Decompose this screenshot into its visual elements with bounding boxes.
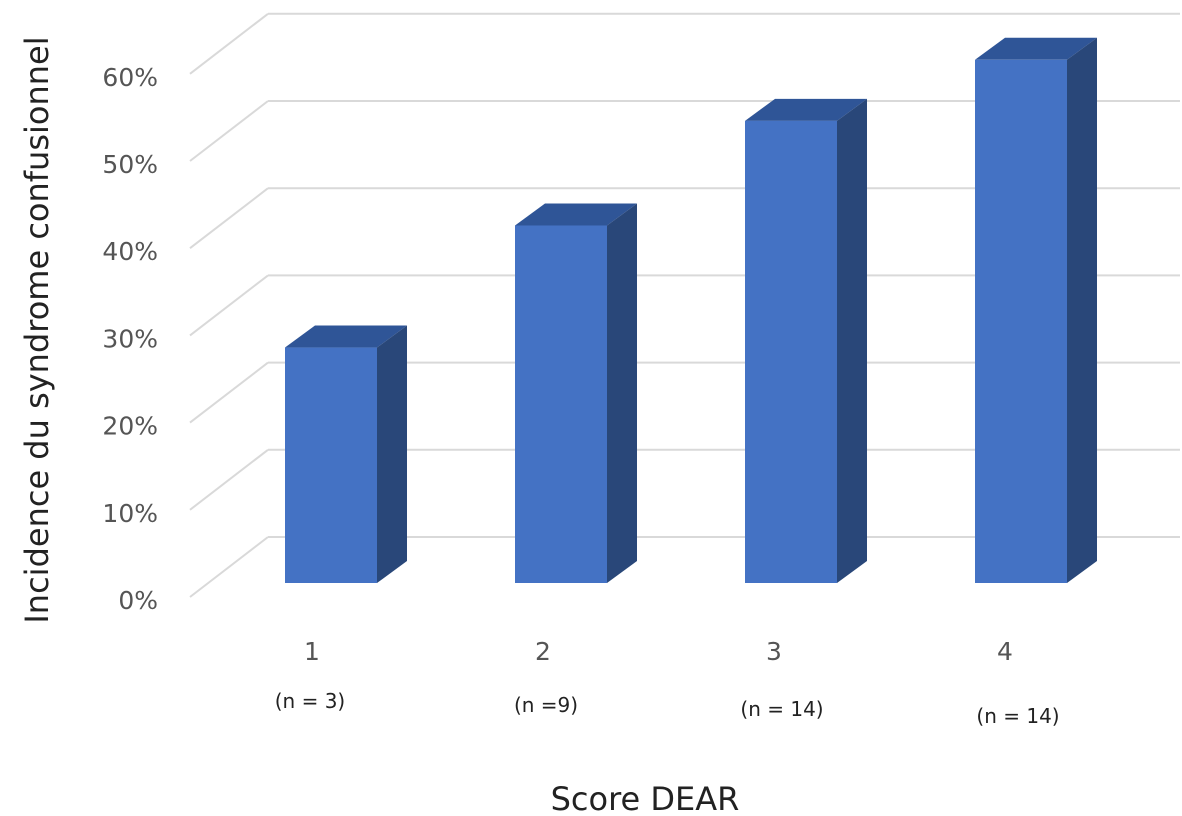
- y-tick-label: 10%: [102, 499, 158, 528]
- bar-side-face: [377, 325, 407, 583]
- bars: [285, 37, 1097, 584]
- bar-front-face: [285, 347, 377, 583]
- y-tick-label: 0%: [118, 586, 158, 615]
- bar-front-face: [975, 59, 1067, 584]
- gridline-depth: [189, 13, 269, 75]
- bar-top-face: [285, 325, 407, 348]
- bar: [745, 98, 867, 583]
- bar-top-face: [975, 37, 1097, 60]
- x-tick-label: 4: [997, 637, 1013, 666]
- gridline-depth: [189, 100, 269, 162]
- bar: [515, 203, 637, 584]
- gridline-depth: [189, 449, 269, 511]
- bar-side-face: [607, 203, 637, 584]
- bar-top-face: [745, 98, 867, 121]
- gridline-depth: [189, 536, 269, 598]
- sample-size-label: (n = 14): [976, 704, 1059, 728]
- bar-top-face: [515, 203, 637, 226]
- y-tick-label: 60%: [102, 63, 158, 92]
- bar-side-face: [837, 98, 867, 583]
- sample-size-labels: (n = 3) (n =9) (n = 14) (n = 14): [275, 689, 1060, 728]
- gridline-depth: [189, 274, 269, 337]
- bar-front-face: [515, 225, 607, 584]
- bar-front-face: [745, 120, 837, 583]
- sample-size-label: (n =9): [514, 693, 578, 717]
- bar: [285, 325, 407, 583]
- sample-size-label: (n = 14): [740, 697, 823, 721]
- y-axis-ticks: 0% 10% 20% 30% 40% 50% 60%: [102, 63, 158, 615]
- x-axis-title: Score DEAR: [551, 780, 740, 816]
- gridline-depth: [189, 187, 269, 249]
- x-tick-label: 1: [304, 637, 320, 666]
- y-tick-label: 30%: [102, 324, 158, 353]
- sample-size-label: (n = 3): [275, 689, 345, 713]
- x-axis-categories: 1 2 3 4: [304, 637, 1013, 666]
- gridline-depth: [189, 361, 269, 424]
- y-axis-title: Incidence du syndrome confusionnel: [18, 36, 56, 623]
- y-tick-label: 50%: [102, 150, 158, 179]
- bar: [975, 37, 1097, 584]
- y-tick-label: 40%: [102, 237, 158, 266]
- x-tick-label: 2: [535, 637, 551, 666]
- bar-side-face: [1067, 37, 1097, 584]
- y-tick-label: 20%: [102, 412, 158, 441]
- x-tick-label: 3: [766, 637, 782, 666]
